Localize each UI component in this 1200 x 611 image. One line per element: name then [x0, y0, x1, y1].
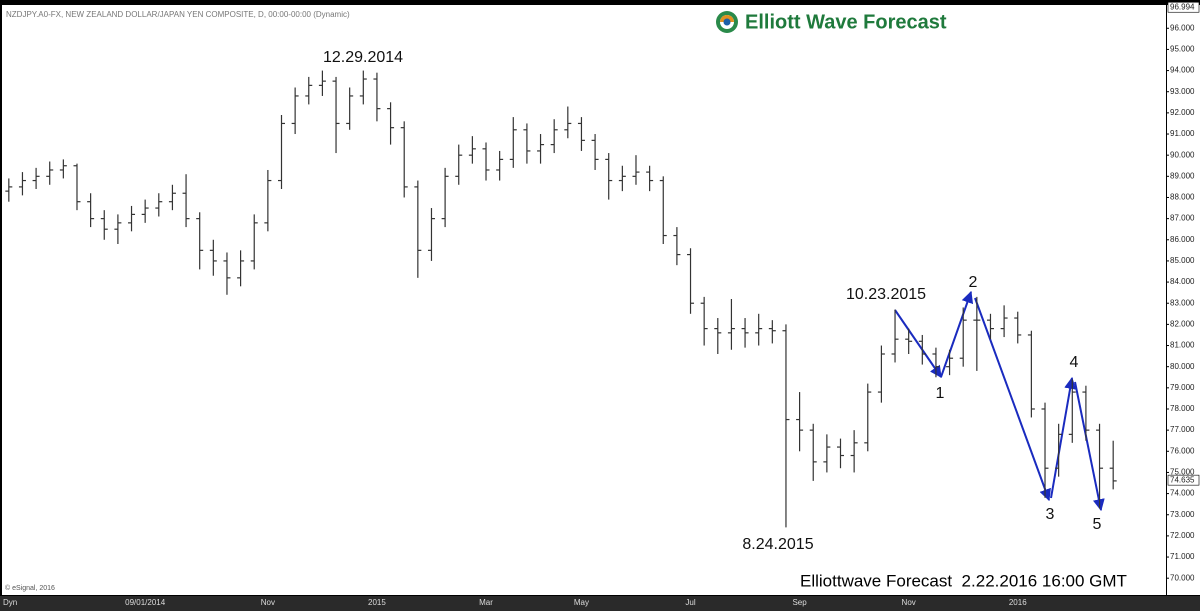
y-tick-label: 93.000: [1170, 87, 1195, 96]
y-tick-label: 76.000: [1170, 446, 1195, 455]
y-tick-label: 77.000: [1170, 425, 1195, 434]
y-tick-label: 88.000: [1170, 193, 1195, 202]
y-tick-label: 92.000: [1170, 108, 1195, 117]
y-tick-label: 95.000: [1170, 45, 1195, 54]
price-tag-label: 96.994: [1170, 2, 1195, 11]
wave-label: 2: [969, 274, 978, 291]
y-tick-label: 72.000: [1170, 531, 1195, 540]
y-tick-label: 81.000: [1170, 341, 1195, 350]
price-tag-label: 74.635: [1170, 475, 1195, 484]
corner-label: Dyn: [3, 598, 17, 607]
wave-label: 1: [936, 385, 945, 402]
y-tick-label: 70.000: [1170, 573, 1195, 582]
y-tick-label: 90.000: [1170, 150, 1195, 159]
y-tick-label: 87.000: [1170, 214, 1195, 223]
x-tick-label: Nov: [902, 598, 916, 607]
price-axis-area: [1167, 5, 1200, 595]
y-tick-label: 71.000: [1170, 552, 1195, 561]
x-tick-label: Jul: [685, 598, 695, 607]
y-tick-label: 86.000: [1170, 235, 1195, 244]
x-tick-label: Sep: [792, 598, 807, 607]
y-tick-label: 83.000: [1170, 298, 1195, 307]
y-tick-label: 73.000: [1170, 510, 1195, 519]
y-tick-label: 74.000: [1170, 489, 1195, 498]
y-tick-label: 85.000: [1170, 256, 1195, 265]
y-tick-label: 84.000: [1170, 277, 1195, 286]
x-tick-label: Mar: [479, 598, 493, 607]
wave-label: 4: [1070, 354, 1079, 371]
x-tick-label: 09/01/2014: [125, 598, 166, 607]
y-tick-label: 79.000: [1170, 383, 1195, 392]
annotation: 8.24.2015: [742, 536, 813, 553]
price-tag: [1167, 474, 1200, 486]
plot-area: [2, 5, 1166, 595]
price-bars: [5, 70, 1117, 528]
annotation: 10.23.2015: [846, 286, 926, 303]
y-tick-label: 89.000: [1170, 171, 1195, 180]
brand-logo: Elliott Wave Forecast: [716, 11, 947, 33]
y-tick-label: 82.000: [1170, 319, 1195, 328]
x-tick-label: 2015: [368, 598, 386, 607]
x-tick-label: May: [574, 598, 589, 607]
x-tick-label: Nov: [261, 598, 275, 607]
y-tick-label: 78.000: [1170, 404, 1195, 413]
price-tag: [1167, 1, 1200, 13]
wave-label: 5: [1093, 516, 1102, 533]
y-tick-label: 94.000: [1170, 66, 1195, 75]
time-axis-area: [0, 596, 1200, 611]
chart-subtitle: NZDJPY.A0-FX, NEW ZEALAND DOLLAR/JAPAN Y…: [6, 10, 350, 19]
brand: Elliott Wave Forecast: [745, 11, 947, 33]
wave-label: 3: [1046, 506, 1055, 523]
annotation: 12.29.2014: [323, 49, 403, 66]
y-tick-label: 75.000: [1170, 468, 1195, 477]
y-tick-label: 96.000: [1170, 23, 1195, 32]
y-tick-label: 80.000: [1170, 362, 1195, 371]
source: © eSignal, 2016: [5, 584, 55, 592]
y-tick-label: 91.000: [1170, 129, 1195, 138]
wave-arrows: [894, 290, 1105, 512]
x-tick-label: 2016: [1009, 598, 1027, 607]
footer: Elliottwave Forecast 2.22.2016 16:00 GMT: [800, 571, 1127, 590]
